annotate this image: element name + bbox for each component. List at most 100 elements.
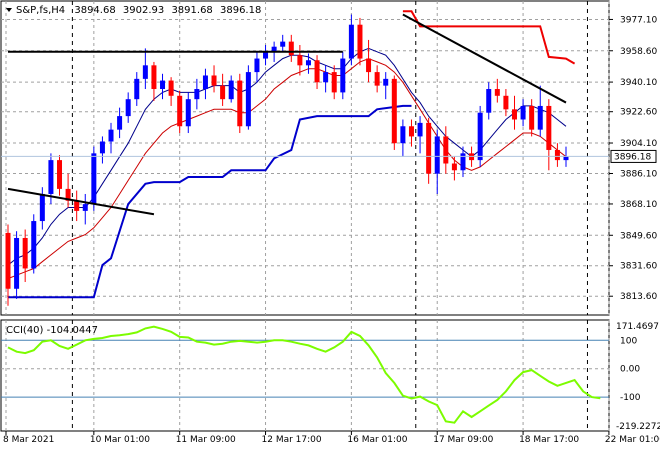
cci-scale-min: -219.2272 — [616, 422, 660, 432]
price-tick-label: 3849.60 — [620, 231, 657, 241]
candle-body — [280, 41, 286, 47]
candle-body — [494, 89, 500, 96]
time-tick-label: 18 Mar 17:00 — [519, 435, 579, 445]
symbol-label: S&P,fs,H4 — [16, 5, 65, 16]
candle-body — [134, 78, 140, 100]
svg-text:S&P,fs,H4 3894.68: S&P,fs,H4 3894.68 3902.93 3891.68 3896.1… — [16, 5, 261, 16]
candle-body — [99, 141, 105, 154]
candle-body — [537, 105, 543, 130]
candle-body — [520, 105, 526, 120]
candle-body — [417, 122, 423, 137]
candle-body — [194, 89, 200, 100]
candle-body — [14, 237, 20, 289]
candle-body — [426, 122, 432, 174]
price-tick-label: 3922.60 — [620, 108, 657, 118]
candle-body — [357, 24, 363, 59]
chart-header: S&P,fs,H4 3894.68 3902.93 3891.68 3896.1… — [6, 5, 261, 16]
candle-body — [297, 55, 303, 66]
time-tick-label: 8 Mar 2021 — [3, 435, 54, 445]
cci-level-label: 100 — [620, 336, 637, 346]
cci-axis: 100 0.00 -100 171.4697 -219.2272 — [616, 322, 660, 432]
high-value: 3902.93 — [123, 5, 164, 16]
cci-panel-frame — [0, 319, 610, 432]
candle-body — [125, 99, 131, 117]
candle-body — [263, 51, 269, 59]
dropdown-triangle-icon[interactable] — [6, 8, 12, 12]
price-tick-label: 3958.60 — [620, 47, 657, 57]
candlesticks — [5, 14, 569, 306]
candle-body — [305, 60, 311, 66]
candle-body — [546, 105, 552, 150]
price-grid — [1, 1, 610, 315]
close-value: 3896.18 — [220, 5, 261, 16]
current-price-box — [610, 149, 657, 163]
candle-body — [160, 80, 166, 90]
candle-body — [563, 156, 569, 161]
resistance-line — [402, 10, 576, 65]
candle-body — [408, 126, 414, 137]
candle-body — [366, 58, 372, 73]
candle-body — [348, 24, 354, 59]
candle-body — [22, 237, 28, 269]
candle-body — [486, 89, 492, 113]
time-tick-label: 12 Mar 17:00 — [262, 435, 322, 445]
candle-body — [237, 80, 243, 127]
cci-level-label: 0.00 — [620, 365, 640, 375]
time-tick-label: 16 Mar 01:00 — [347, 435, 407, 445]
price-tick-label: 3831.60 — [620, 262, 657, 272]
candle-body — [82, 204, 88, 211]
candle-body — [151, 65, 157, 90]
candle-body — [211, 75, 217, 86]
price-tick-label: 3813.60 — [620, 292, 657, 302]
time-tick-label: 11 Mar 09:00 — [176, 435, 236, 445]
cci-series — [7, 325, 601, 424]
candle-body — [177, 95, 183, 127]
price-axis: 3977.10 3958.60 3940.10 3922.60 3904.10 3886.… — [609, 15, 657, 302]
slow-moving-average — [7, 58, 567, 280]
candle-body — [91, 153, 97, 205]
candle-body — [451, 163, 457, 171]
candle-body — [202, 75, 208, 90]
cci-line — [7, 325, 601, 424]
candle-body — [374, 72, 380, 86]
candle-body — [400, 126, 406, 144]
cci-grid — [1, 320, 610, 431]
candle-body — [383, 78, 389, 86]
candle-body — [168, 80, 174, 96]
candle-body — [314, 60, 320, 83]
candle-body — [245, 72, 251, 127]
period-separators — [71, 1, 588, 431]
price-tick-label: 3904.10 — [620, 139, 657, 149]
candle-body — [391, 78, 397, 144]
candle-body — [39, 193, 45, 222]
candle-body — [271, 46, 277, 52]
trendline — [7, 187, 155, 216]
cci-label: CCI(40) -104.0447 — [6, 325, 98, 336]
cci-level-label: -100 — [620, 393, 641, 403]
candle-body — [142, 65, 148, 79]
candle-body — [48, 160, 54, 194]
support-line — [8, 104, 412, 299]
time-axis: 8 Mar 2021 10 Mar 01:00 11 Mar 09:00 12 Mar… — [3, 431, 660, 445]
candle-body — [57, 160, 63, 189]
candle-body — [74, 200, 80, 211]
candle-body — [31, 221, 37, 269]
candle-body — [5, 232, 11, 289]
candle-body — [529, 105, 535, 130]
candle-body — [554, 149, 560, 161]
candle-body — [443, 136, 449, 164]
time-tick-label: 17 Mar 09:00 — [433, 435, 493, 445]
candle-body — [434, 136, 440, 174]
trendlines[interactable] — [7, 13, 567, 216]
trendline — [402, 13, 567, 104]
candle-body — [323, 72, 329, 83]
candle-body — [65, 188, 71, 201]
candle-body — [117, 116, 123, 130]
price-tick-label: 3977.10 — [620, 15, 657, 25]
candle-body — [108, 129, 114, 142]
candle-body — [254, 58, 260, 73]
time-tick-label: 22 Mar 01:00 — [605, 435, 660, 445]
candle-body — [477, 112, 483, 161]
candle-body — [460, 153, 466, 171]
